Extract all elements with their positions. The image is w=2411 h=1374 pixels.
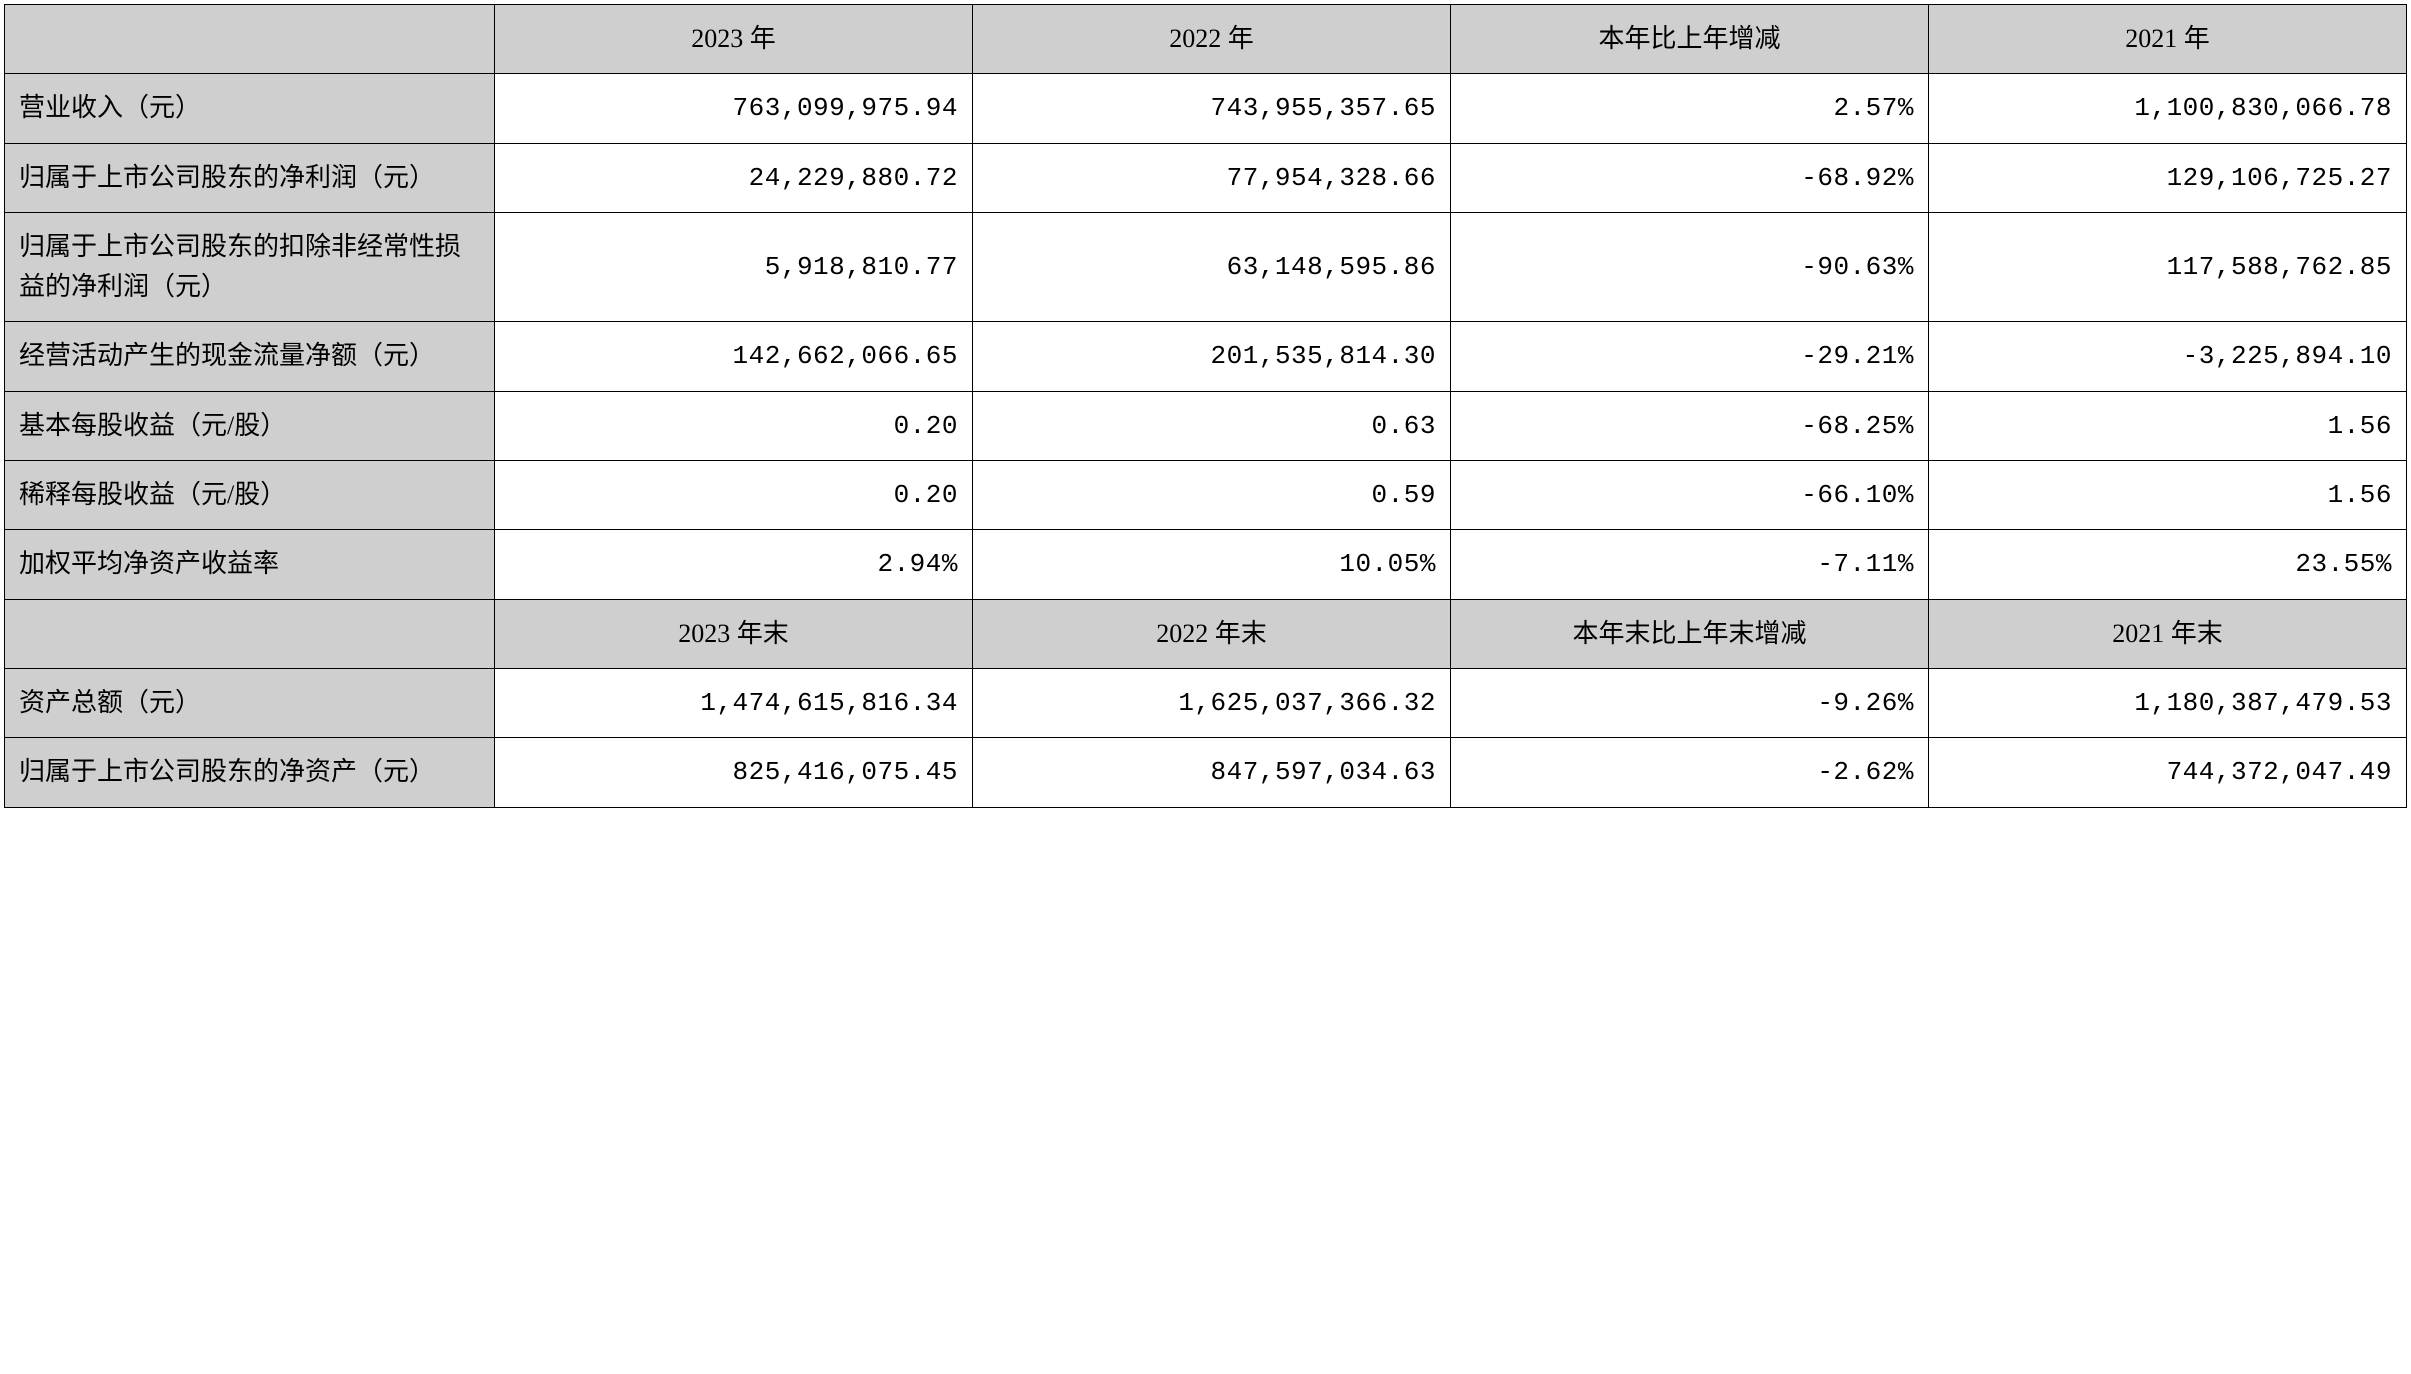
table-row: 经营活动产生的现金流量净额（元） 142,662,066.65 201,535,… <box>5 322 2407 391</box>
table-row: 加权平均净资产收益率 2.94% 10.05% -7.11% 23.55% <box>5 530 2407 599</box>
header-row-1: 2023 年 2022 年 本年比上年增减 2021 年 <box>5 5 2407 74</box>
cell-value: -66.10% <box>1450 461 1928 530</box>
table-row: 基本每股收益（元/股） 0.20 0.63 -68.25% 1.56 <box>5 391 2407 460</box>
table-row: 归属于上市公司股东的净资产（元） 825,416,075.45 847,597,… <box>5 738 2407 807</box>
cell-value: 1,180,387,479.53 <box>1928 668 2406 737</box>
cell-value: 0.59 <box>972 461 1450 530</box>
cell-value: -9.26% <box>1450 668 1928 737</box>
cell-value: 825,416,075.45 <box>495 738 973 807</box>
cell-value: 1,474,615,816.34 <box>495 668 973 737</box>
header-2021: 2021 年 <box>1928 5 2406 74</box>
cell-value: 1,625,037,366.32 <box>972 668 1450 737</box>
row-label: 基本每股收益（元/股） <box>5 391 495 460</box>
row-label: 资产总额（元） <box>5 668 495 737</box>
cell-value: 5,918,810.77 <box>495 212 973 322</box>
cell-value: 1.56 <box>1928 391 2406 460</box>
cell-value: 744,372,047.49 <box>1928 738 2406 807</box>
header-end-change: 本年末比上年末增减 <box>1450 599 1928 668</box>
header-2021-end: 2021 年末 <box>1928 599 2406 668</box>
header-blank-2 <box>5 599 495 668</box>
cell-value: 201,535,814.30 <box>972 322 1450 391</box>
cell-value: 23.55% <box>1928 530 2406 599</box>
row-label: 归属于上市公司股东的净利润（元） <box>5 143 495 212</box>
cell-value: 142,662,066.65 <box>495 322 973 391</box>
header-2023: 2023 年 <box>495 5 973 74</box>
row-label: 营业收入（元） <box>5 74 495 143</box>
table-row: 营业收入（元） 763,099,975.94 743,955,357.65 2.… <box>5 74 2407 143</box>
cell-value: 763,099,975.94 <box>495 74 973 143</box>
header-2022-end: 2022 年末 <box>972 599 1450 668</box>
cell-value: 2.57% <box>1450 74 1928 143</box>
cell-value: -7.11% <box>1450 530 1928 599</box>
row-label: 稀释每股收益（元/股） <box>5 461 495 530</box>
cell-value: 0.63 <box>972 391 1450 460</box>
table-body: 2023 年 2022 年 本年比上年增减 2021 年 营业收入（元） 763… <box>5 5 2407 808</box>
cell-value: 10.05% <box>972 530 1450 599</box>
cell-value: -68.92% <box>1450 143 1928 212</box>
financial-table: 2023 年 2022 年 本年比上年增减 2021 年 营业收入（元） 763… <box>4 4 2407 808</box>
cell-value: 0.20 <box>495 391 973 460</box>
cell-value: -90.63% <box>1450 212 1928 322</box>
cell-value: 0.20 <box>495 461 973 530</box>
cell-value: -3,225,894.10 <box>1928 322 2406 391</box>
row-label: 归属于上市公司股东的净资产（元） <box>5 738 495 807</box>
cell-value: 743,955,357.65 <box>972 74 1450 143</box>
cell-value: 63,148,595.86 <box>972 212 1450 322</box>
table-row: 稀释每股收益（元/股） 0.20 0.59 -66.10% 1.56 <box>5 461 2407 530</box>
table-row: 归属于上市公司股东的净利润（元） 24,229,880.72 77,954,32… <box>5 143 2407 212</box>
cell-value: 117,588,762.85 <box>1928 212 2406 322</box>
cell-value: 847,597,034.63 <box>972 738 1450 807</box>
cell-value: 1,100,830,066.78 <box>1928 74 2406 143</box>
header-blank-1 <box>5 5 495 74</box>
header-2022: 2022 年 <box>972 5 1450 74</box>
header-row-2: 2023 年末 2022 年末 本年末比上年末增减 2021 年末 <box>5 599 2407 668</box>
row-label: 经营活动产生的现金流量净额（元） <box>5 322 495 391</box>
cell-value: 2.94% <box>495 530 973 599</box>
cell-value: 77,954,328.66 <box>972 143 1450 212</box>
cell-value: -2.62% <box>1450 738 1928 807</box>
table-row: 资产总额（元） 1,474,615,816.34 1,625,037,366.3… <box>5 668 2407 737</box>
row-label: 加权平均净资产收益率 <box>5 530 495 599</box>
header-change: 本年比上年增减 <box>1450 5 1928 74</box>
cell-value: -68.25% <box>1450 391 1928 460</box>
cell-value: -29.21% <box>1450 322 1928 391</box>
cell-value: 129,106,725.27 <box>1928 143 2406 212</box>
cell-value: 24,229,880.72 <box>495 143 973 212</box>
table-row: 归属于上市公司股东的扣除非经常性损益的净利润（元） 5,918,810.77 6… <box>5 212 2407 322</box>
row-label: 归属于上市公司股东的扣除非经常性损益的净利润（元） <box>5 212 495 322</box>
header-2023-end: 2023 年末 <box>495 599 973 668</box>
cell-value: 1.56 <box>1928 461 2406 530</box>
